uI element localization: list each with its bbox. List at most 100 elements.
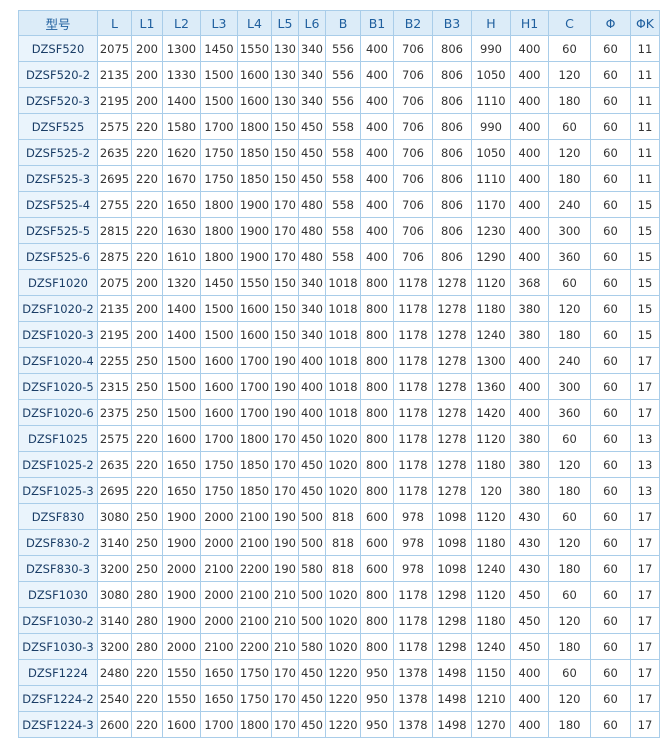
value-cell: 1120	[471, 425, 511, 452]
value-cell: 400	[510, 711, 549, 738]
value-cell: 1320	[162, 269, 201, 296]
model-cell: DZSF525-6	[18, 243, 98, 270]
value-cell: 400	[298, 347, 326, 374]
value-cell: 150	[271, 295, 299, 322]
model-cell: DZSF830-3	[18, 555, 98, 582]
value-cell: 1210	[471, 685, 511, 712]
value-cell: 60	[590, 607, 631, 634]
value-cell: 60	[590, 555, 631, 582]
model-cell: DZSF520-3	[18, 87, 98, 114]
table-row: DZSF1030 3080 280 1900 2000 2100 210 500 1020 800…	[18, 581, 660, 608]
value-cell: 17	[630, 347, 660, 374]
value-cell: 1020	[325, 425, 361, 452]
value-cell: 400	[360, 191, 394, 218]
value-cell: 818	[325, 529, 361, 556]
value-cell: 190	[271, 555, 299, 582]
value-cell: 818	[325, 503, 361, 530]
value-cell: 17	[630, 659, 660, 686]
value-cell: 1550	[237, 269, 272, 296]
value-cell: 1378	[393, 659, 433, 686]
value-cell: 558	[325, 139, 361, 166]
value-cell: 1050	[471, 139, 511, 166]
value-cell: 430	[510, 503, 549, 530]
value-cell: 1900	[237, 191, 272, 218]
value-cell: 200	[131, 269, 163, 296]
value-cell: 600	[360, 555, 394, 582]
value-cell: 250	[131, 373, 163, 400]
value-cell: 706	[393, 113, 433, 140]
value-cell: 500	[298, 581, 326, 608]
value-cell: 1500	[200, 295, 238, 322]
value-cell: 60	[548, 425, 591, 452]
value-cell: 580	[298, 555, 326, 582]
value-cell: 1800	[237, 113, 272, 140]
value-cell: 1180	[471, 451, 511, 478]
value-cell: 1900	[162, 529, 201, 556]
value-cell: 17	[630, 581, 660, 608]
value-cell: 400	[510, 35, 549, 62]
value-cell: 800	[360, 295, 394, 322]
value-cell: 170	[271, 711, 299, 738]
value-cell: 150	[271, 321, 299, 348]
value-cell: 60	[590, 165, 631, 192]
table-row: DZSF1224-2 2540 220 1550 1650 1750 170 450 1220 9…	[18, 685, 660, 712]
value-cell: 1098	[432, 555, 472, 582]
value-cell: 1178	[393, 451, 433, 478]
header-cell: ΦK	[630, 10, 660, 36]
model-cell: DZSF1020-3	[18, 321, 98, 348]
value-cell: 1750	[200, 477, 238, 504]
value-cell: 706	[393, 139, 433, 166]
value-cell: 15	[630, 295, 660, 322]
value-cell: 130	[271, 87, 299, 114]
value-cell: 450	[510, 607, 549, 634]
value-cell: 1700	[237, 373, 272, 400]
value-cell: 170	[271, 425, 299, 452]
header-cell: C	[548, 10, 591, 36]
value-cell: 2575	[97, 425, 132, 452]
table-row: DZSF1020-3 2195 200 1400 1500 1600 150 340 1018 8…	[18, 321, 660, 348]
value-cell: 190	[271, 373, 299, 400]
value-cell: 1240	[471, 321, 511, 348]
value-cell: 1230	[471, 217, 511, 244]
value-cell: 480	[298, 217, 326, 244]
value-cell: 60	[590, 373, 631, 400]
value-cell: 500	[298, 529, 326, 556]
value-cell: 800	[360, 451, 394, 478]
value-cell: 400	[510, 399, 549, 426]
model-cell: DZSF525-3	[18, 165, 98, 192]
value-cell: 1110	[471, 165, 511, 192]
table-row: DZSF525-3 2695 220 1670 1750 1850 150 450 558 400…	[18, 165, 660, 192]
model-cell: DZSF1020-6	[18, 399, 98, 426]
model-cell: DZSF1020	[18, 269, 98, 296]
value-cell: 556	[325, 87, 361, 114]
value-cell: 400	[510, 347, 549, 374]
value-cell: 180	[548, 87, 591, 114]
value-cell: 806	[432, 87, 472, 114]
value-cell: 1018	[325, 321, 361, 348]
value-cell: 3140	[97, 529, 132, 556]
value-cell: 978	[393, 529, 433, 556]
value-cell: 220	[131, 685, 163, 712]
table-row: DZSF1030-3 3200 280 2000 2100 2200 210 580 1020 8…	[18, 633, 660, 660]
value-cell: 400	[510, 685, 549, 712]
value-cell: 15	[630, 243, 660, 270]
value-cell: 250	[131, 529, 163, 556]
value-cell: 806	[432, 165, 472, 192]
header-cell: L6	[298, 10, 326, 36]
value-cell: 60	[590, 61, 631, 88]
value-cell: 200	[131, 321, 163, 348]
value-cell: 450	[298, 659, 326, 686]
value-cell: 1600	[162, 425, 201, 452]
value-cell: 558	[325, 191, 361, 218]
model-cell: DZSF1030-2	[18, 607, 98, 634]
value-cell: 2075	[97, 269, 132, 296]
value-cell: 1020	[325, 607, 361, 634]
value-cell: 500	[298, 607, 326, 634]
value-cell: 1150	[471, 659, 511, 686]
value-cell: 1278	[432, 295, 472, 322]
value-cell: 280	[131, 607, 163, 634]
value-cell: 1220	[325, 711, 361, 738]
value-cell: 1600	[200, 399, 238, 426]
value-cell: 1670	[162, 165, 201, 192]
value-cell: 1018	[325, 347, 361, 374]
